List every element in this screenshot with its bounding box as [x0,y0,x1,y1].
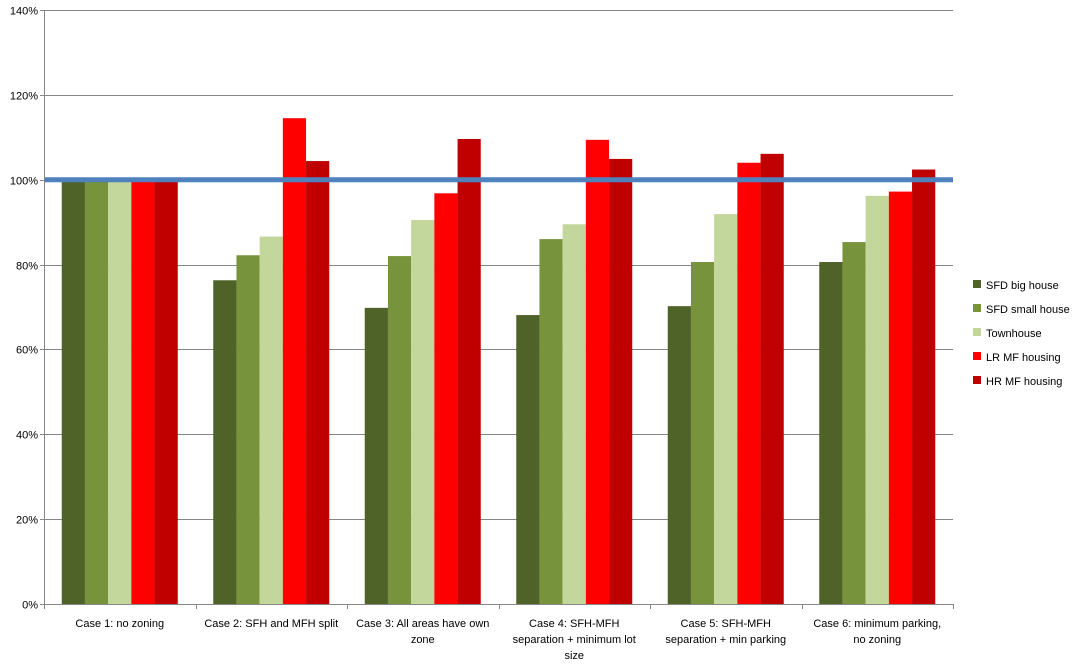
x-category-label: Case 3: All areas have own zone [356,618,489,646]
bar [306,161,330,604]
legend-label: SFD small house [986,304,1070,316]
legend-label: HR MF housing [986,376,1062,388]
y-axis-ticks: 0% 20% 40% 60% 80% 100% 120% 140% [10,6,44,612]
bar [259,236,283,604]
bar [411,220,435,604]
bar [585,139,610,604]
legend-label: SFD big house [986,280,1059,292]
bar [61,179,85,604]
x-category-label-line: separation + minimum lot [513,634,636,646]
bar [819,262,843,604]
x-category-label: Case 5: SFH-MFH separation + min parking [665,618,786,646]
x-axis-labels: Case 1: no zoning Case 2: SFH and MFH spl… [75,618,941,662]
bar [282,118,307,604]
bar [154,179,178,604]
bar [609,158,633,604]
x-category-label-line: Case 5: SFH-MFH [681,618,772,630]
legend-swatch [973,304,981,312]
axes [44,10,954,609]
y-tick-label: 140% [10,6,38,18]
x-category-label-line: no zoning [853,634,901,646]
bar [434,193,458,604]
bar [760,153,784,604]
x-category-label-line: size [564,650,584,662]
bar [516,315,540,604]
legend-swatch [973,328,981,336]
x-category-label-line: Case 4: SFH-MFH [529,618,620,630]
legend: SFD big house SFD small house Townhouse LR … [973,280,1070,388]
legend-swatch [973,352,981,360]
legend-label: LR MF housing [986,352,1061,364]
bar [364,307,388,604]
x-category-label-line: Case 2: SFH and MFH split [204,618,338,630]
bar [236,255,260,605]
bar [131,179,155,604]
x-category-label: Case 1: no zoning [75,618,164,630]
gridlines [44,10,953,520]
y-tick-label: 0% [22,600,38,612]
bar [539,239,563,604]
x-category-label: Case 6: minimum parking, no zoning [813,618,941,646]
bar [667,306,691,604]
y-tick-label: 100% [10,176,38,188]
bar [84,179,109,604]
bar [562,224,586,604]
bar [387,256,412,604]
x-category-label-line: zone [411,634,435,646]
bar [690,262,715,604]
x-category-label: Case 4: SFH-MFH separation + minimum lot s… [513,618,636,662]
x-category-label-line: Case 1: no zoning [75,618,164,630]
y-tick-label: 20% [16,515,38,527]
x-category-label-line: Case 6: minimum parking, [813,618,941,630]
legend-swatch [973,280,981,288]
x-category-label-line: Case 3: All areas have own [356,618,489,630]
legend-swatch [973,376,981,384]
x-category-label-line: separation + min parking [665,634,786,646]
bar [912,169,936,604]
y-tick-label: 120% [10,91,38,103]
bars [61,118,936,605]
y-tick-label: 40% [16,430,38,442]
bar [714,214,738,604]
bar [737,162,761,604]
bar [842,242,866,604]
bar [888,191,913,604]
y-tick-label: 60% [16,345,38,357]
bar [213,280,237,604]
legend-label: Townhouse [986,328,1042,340]
bar [457,138,481,605]
bar [108,179,132,604]
bar [865,195,889,604]
x-category-label: Case 2: SFH and MFH split [204,618,338,630]
y-tick-label: 80% [16,261,38,273]
